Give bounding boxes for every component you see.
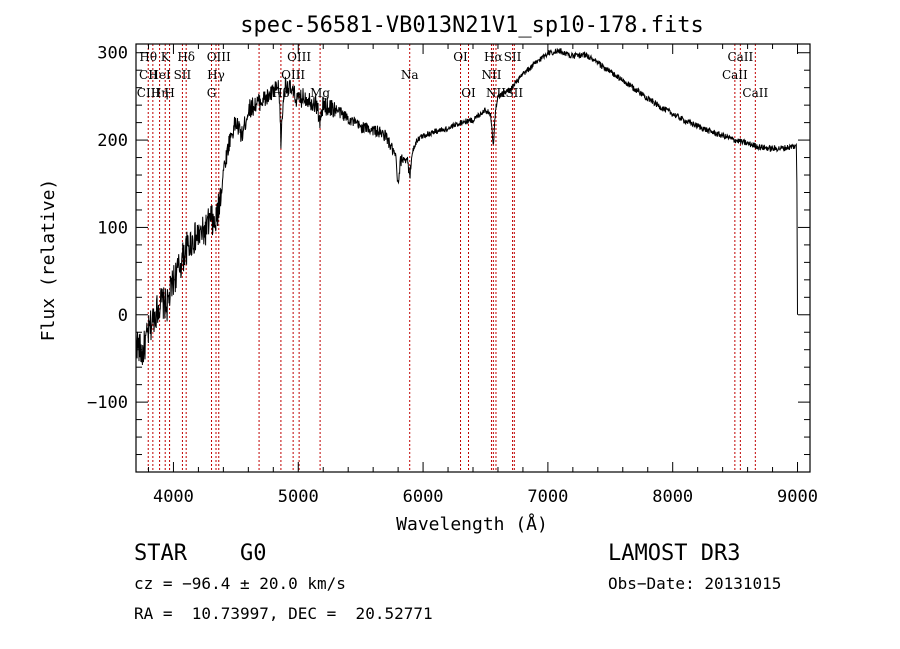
x-tick-label: 7000 <box>527 487 568 507</box>
x-axis-label: Wavelength (Å) <box>396 513 548 535</box>
x-tick-label: 6000 <box>403 487 444 507</box>
y-axis-ticks: −100 0 100 200 300 <box>87 44 810 456</box>
obs-date-text: Obs−Date: 20131015 <box>608 574 781 593</box>
redshift-text: cz = −96.4 ± 20.0 km/s <box>134 574 346 593</box>
line-marker-label: OI <box>461 86 476 100</box>
object-class: STAR <box>134 541 188 566</box>
chart-title: spec-56581-VB013N21V1_sp10-178.fits <box>240 13 704 38</box>
line-marker-label: CaII <box>742 86 768 100</box>
x-tick-label: 9000 <box>777 487 818 507</box>
line-marker-label: NII <box>481 68 501 82</box>
coordinates-text: RA = 10.73997, DEC = 20.52771 <box>134 604 433 623</box>
line-marker-label: K <box>161 50 171 64</box>
line-marker-label: SII <box>174 68 192 82</box>
line-marker-label: CaII <box>722 68 748 82</box>
line-marker-label: H <box>164 86 174 100</box>
line-marker-label: OIII <box>287 50 311 64</box>
line-marker-label: Hδ <box>177 50 195 64</box>
survey-name: LAMOST DR3 <box>608 541 740 566</box>
line-marker-label: CIII <box>137 86 161 100</box>
line-marker-label: OI <box>453 50 468 64</box>
line-marker-label: CII <box>139 68 158 82</box>
x-tick-label: 4000 <box>153 487 194 507</box>
y-tick-label: 100 <box>97 218 128 238</box>
object-subclass: G0 <box>240 541 267 566</box>
y-axis-label: Flux (relative) <box>38 179 59 342</box>
x-axis-ticks: 4000 5000 6000 7000 8000 9000 <box>147 44 818 507</box>
y-tick-label: 300 <box>97 44 128 64</box>
line-marker-label: OIII <box>207 50 231 64</box>
y-tick-label: −100 <box>87 393 128 413</box>
x-tick-label: 8000 <box>652 487 693 507</box>
line-markers <box>147 44 756 472</box>
line-marker-label: CaII <box>727 50 753 64</box>
plot-frame <box>135 43 811 473</box>
line-marker-label: Hγ <box>207 68 225 82</box>
line-marker-label: Hη <box>151 86 169 100</box>
line-marker-label: Hθ <box>139 50 157 64</box>
flux-series-line <box>135 47 798 366</box>
y-tick-label: 200 <box>97 131 128 151</box>
y-tick-label: 0 <box>118 306 128 326</box>
line-marker-label: SII <box>504 50 522 64</box>
line-marker-label: Na <box>401 68 419 82</box>
x-tick-label: 5000 <box>278 487 319 507</box>
line-marker-label: OIII <box>281 68 305 82</box>
line-marker-label: G <box>207 86 217 100</box>
line-marker-label: Hα <box>484 50 503 64</box>
line-marker-label: HeI <box>148 68 171 82</box>
